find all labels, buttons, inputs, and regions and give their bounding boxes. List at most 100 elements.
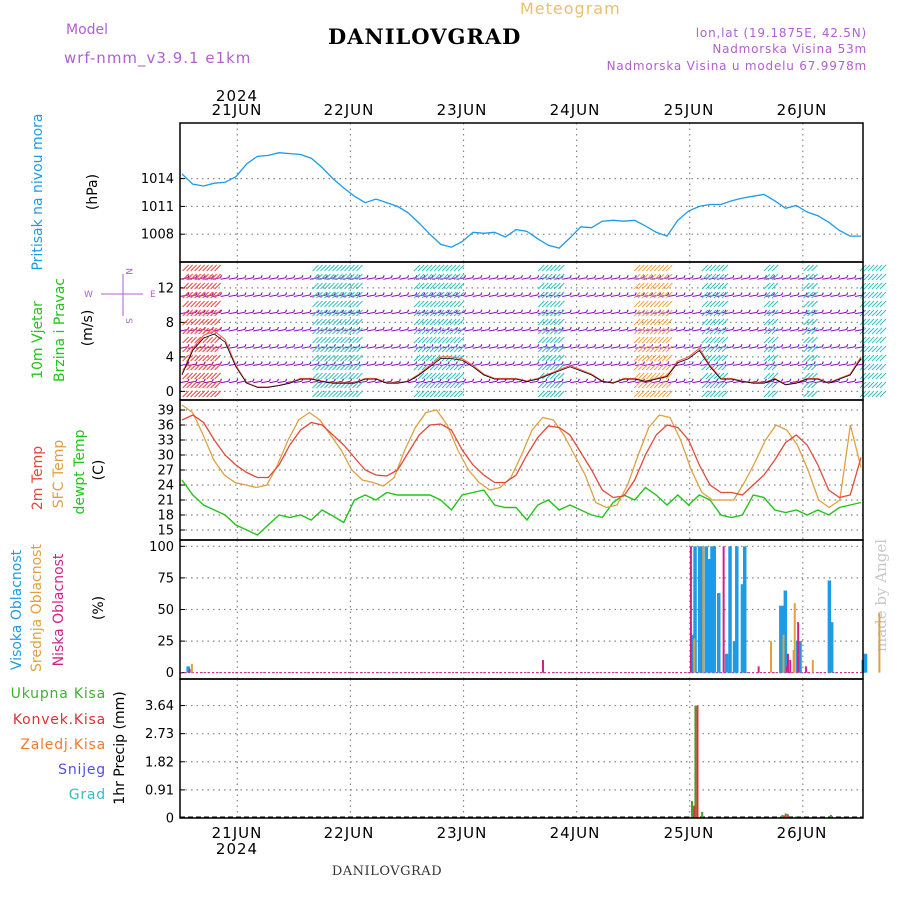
- wind-barb-strong: [701, 372, 709, 380]
- wind-barb-strong: [537, 390, 545, 398]
- wind-barb-strong: [713, 300, 721, 308]
- wind-barb-strong: [645, 372, 653, 380]
- wind-barb-strong: [701, 291, 709, 299]
- wind-barb: [472, 328, 481, 332]
- wind-barb-flag: [659, 309, 662, 313]
- wind-barb-strong: [453, 318, 461, 326]
- wind-barb-strong: [653, 273, 661, 281]
- wind-barb-strong: [429, 336, 437, 344]
- wind-barb: [253, 294, 262, 298]
- total-precip-bar: [701, 811, 704, 818]
- wind-barb: [342, 363, 351, 367]
- wind-barb-strong: [340, 372, 347, 380]
- wind-barb-strong: [453, 327, 461, 335]
- cloud-ylabel-low: Niska Oblacnost: [51, 553, 67, 666]
- wind-barb-flag: [699, 275, 702, 278]
- wind-barb-flag: [276, 378, 279, 382]
- wind-barb-strong: [194, 282, 201, 290]
- wind-barb-strong: [206, 363, 213, 371]
- wind-barb-strong: [453, 372, 461, 380]
- wind-barb-strong: [665, 291, 673, 299]
- wind-barb-strong: [863, 300, 871, 308]
- wind-barb: [285, 311, 294, 315]
- wind-barb-flag: [252, 326, 255, 330]
- wind-barb-strong: [421, 381, 429, 389]
- temp-ylabel-sfc: SFC Temp: [51, 440, 67, 509]
- wind-barb: [765, 294, 774, 298]
- wind-barb: [749, 346, 758, 349]
- wind-barb-flag: [220, 326, 223, 330]
- wind-barb-flag: [463, 275, 467, 278]
- wind-barb-strong: [198, 327, 205, 335]
- wind-barb: [692, 277, 701, 280]
- wind-barb: [667, 294, 677, 298]
- wind-barb: [269, 346, 278, 349]
- wind-barb: [310, 363, 319, 367]
- wind-barb-strong: [709, 372, 717, 380]
- wind-barb: [684, 311, 693, 315]
- wind-barb-strong: [413, 300, 421, 308]
- wind-ylabel-line2: Brzina i Pravac: [52, 278, 68, 382]
- wind-barb-strong: [356, 372, 363, 380]
- wind-barb: [586, 277, 595, 280]
- wind-barb-strong: [312, 327, 319, 335]
- wind-barb-strong: [194, 300, 201, 308]
- wind-barb-flag: [407, 292, 410, 296]
- wind-barb-strong: [709, 345, 717, 353]
- wind-barb-flag: [781, 361, 784, 365]
- bottom-day-label: 26JUN: [777, 824, 828, 842]
- wind-barb-flag: [529, 275, 532, 278]
- wind-barb-strong: [767, 390, 775, 398]
- wind-barb-strong: [340, 264, 347, 272]
- wind-barb-flag: [585, 344, 589, 347]
- wind-barb-strong: [709, 300, 717, 308]
- wind-barb-strong: [198, 354, 205, 362]
- wind-barb-flag: [244, 309, 247, 313]
- wind-barb-strong: [871, 291, 879, 299]
- wind-barb-flag: [398, 378, 401, 382]
- wind-barb-flag: [252, 378, 255, 382]
- wind-barb: [220, 311, 229, 315]
- wind-barb-flag: [634, 326, 637, 330]
- wind-barb-flag: [716, 344, 719, 347]
- wind-barb: [838, 311, 847, 315]
- wind-barb-flag: [407, 309, 410, 313]
- wind-barb: [797, 346, 807, 349]
- wind-barb: [244, 311, 254, 315]
- wind-barb-strong: [421, 291, 429, 299]
- wind-barb-flag: [537, 292, 540, 296]
- wind-barb-strong: [705, 300, 713, 308]
- wind-barb-strong: [429, 372, 437, 380]
- wind-barb-strong: [549, 381, 557, 389]
- wind-barb: [244, 363, 254, 367]
- wind-barb-flag: [398, 326, 401, 330]
- wind-barb-flag: [236, 344, 239, 347]
- wind-barb-strong: [214, 363, 221, 371]
- wind-barb-strong: [713, 345, 721, 353]
- wind-barb: [651, 346, 660, 349]
- wind-barb: [432, 380, 441, 384]
- wind-barb-flag: [520, 275, 523, 278]
- wind-barb-strong: [763, 336, 771, 344]
- wind-barb: [773, 277, 782, 280]
- wind-barb-strong: [429, 363, 437, 371]
- y-tick-label: 1011: [141, 200, 174, 215]
- high-cloud-bar: [783, 590, 788, 673]
- wind-barb-strong: [763, 273, 771, 281]
- wind-barb-strong: [206, 318, 213, 326]
- high-cloud-bar: [798, 641, 802, 673]
- wind-barb-strong: [457, 372, 465, 380]
- wind-barb-strong: [645, 300, 653, 308]
- wind-barb-flag: [748, 275, 751, 278]
- conv-precip-bar: [696, 705, 699, 818]
- wind-barb-flag: [374, 344, 377, 347]
- wind-barb-strong: [336, 309, 343, 317]
- wind-barb: [749, 363, 758, 367]
- wind-barb-strong: [206, 336, 213, 344]
- wind-barbs-layer: [179, 264, 887, 398]
- wind-barb-flag: [529, 344, 532, 347]
- wind-barb-flag: [211, 361, 214, 365]
- wind-barb-flag: [756, 378, 759, 382]
- wind-barb-strong: [549, 354, 557, 362]
- wind-barb-flag: [268, 378, 271, 382]
